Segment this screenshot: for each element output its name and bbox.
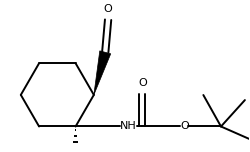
Polygon shape: [94, 51, 111, 95]
Text: O: O: [181, 121, 190, 131]
Text: O: O: [138, 78, 147, 88]
Text: NH: NH: [120, 121, 137, 131]
Text: O: O: [104, 4, 112, 14]
